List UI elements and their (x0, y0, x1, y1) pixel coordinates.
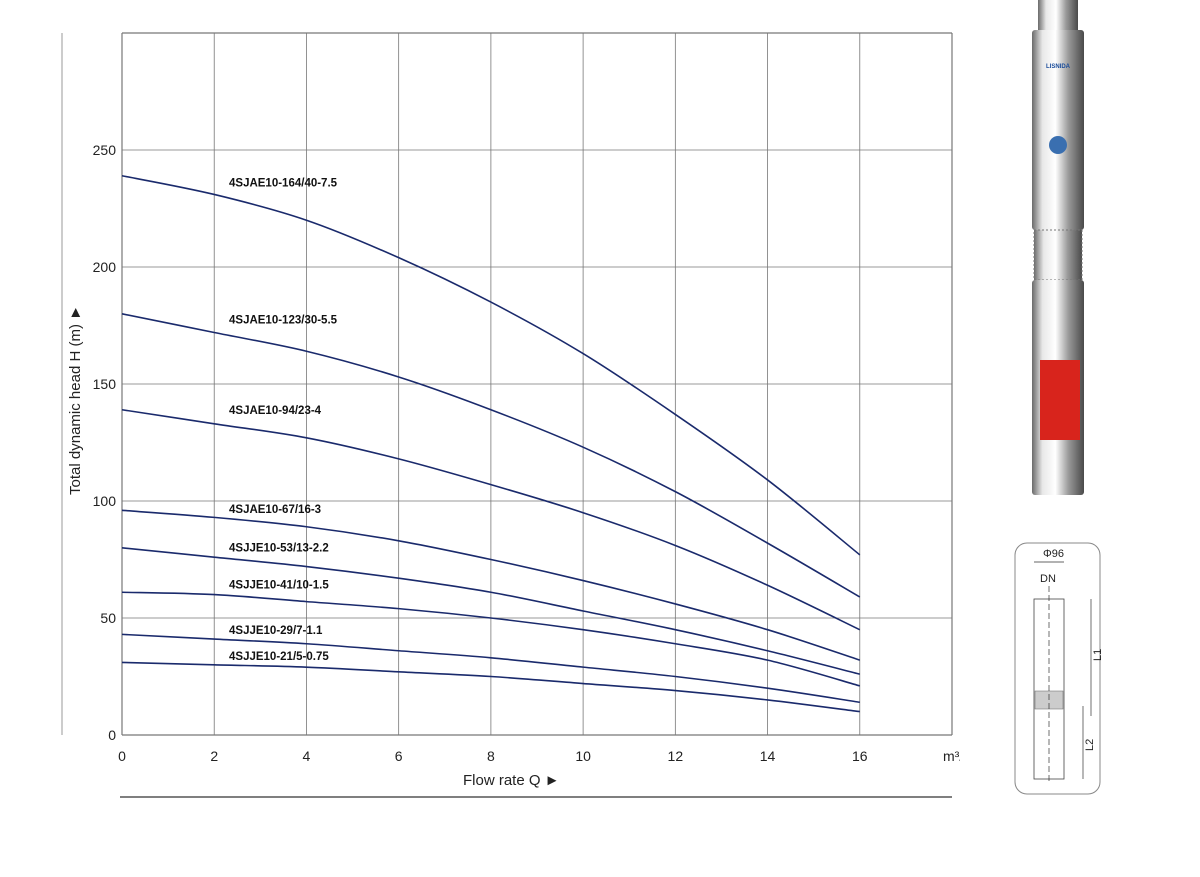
series-label: 4SJAE10-94/23-4 (229, 405, 322, 417)
outlet-label: DN (1040, 573, 1056, 585)
x-axis-title: Flow rate Q ► (463, 772, 560, 789)
series-curve (121, 509, 861, 661)
pump-image: LISNIDA (1032, 0, 1084, 495)
series-curve (121, 408, 861, 631)
y-tick-label: 150 (93, 376, 117, 392)
pump-brand-logo: LISNIDA (1046, 64, 1071, 70)
x-tick-label: 6 (395, 748, 403, 764)
series-label: 4SJAE10-164/40-7.5 (229, 177, 338, 189)
x-tick-label: 14 (760, 748, 776, 764)
series-label: 4SJJE10-41/10-1.5 (229, 580, 329, 592)
series-label: 4SJAE10-67/16-3 (229, 504, 321, 516)
dimension-diagram: Φ96 DN L1 L2 (1014, 542, 1103, 795)
diameter-label: Φ96 (1043, 548, 1064, 560)
tick-labels: 0 2 4 6 8 10 12 14 16 0 50 100 150 200 250 (93, 142, 868, 764)
x-tick-label: 16 (852, 748, 868, 764)
y-axis-title: Total dynamic head H (m) ► (67, 305, 84, 495)
x-tick-label: 4 (303, 748, 311, 764)
y-tick-label: 50 (100, 610, 116, 626)
grid (121, 32, 953, 736)
curves: 4SJAE10-164/40-7.5 4SJAE10-123/30-5.5 4SJA… (121, 174, 861, 713)
series-curve (121, 313, 861, 598)
series-curve (121, 591, 860, 687)
pump-performance-chart: 4SJAE10-164/40-7.5 4SJAE10-123/30-5.5 4SJA… (61, 32, 960, 798)
x-tick-label: 0 (118, 748, 126, 764)
series-curve (121, 633, 860, 704)
y-tick-label: 200 (93, 259, 117, 275)
y-tick-label: 250 (93, 142, 117, 158)
series-label: 4SJJE10-21/5-0.75 (229, 651, 329, 663)
x-tick-label: 10 (575, 748, 591, 764)
x-tick-label: 12 (668, 748, 684, 764)
l2-label: L2 (1084, 739, 1096, 751)
x-tick-label: 8 (487, 748, 495, 764)
series-curve (121, 661, 860, 713)
series-label: 4SJJE10-53/13-2.2 (229, 543, 329, 555)
series-label: 4SJJE10-29/7-1.1 (229, 625, 323, 637)
x-tick-label: 2 (210, 748, 218, 764)
x-unit-label: m³/h (943, 748, 960, 764)
y-tick-label: 100 (93, 493, 117, 509)
series-curve (121, 547, 860, 675)
series-label: 4SJAE10-123/30-5.5 (229, 314, 338, 326)
series-curve (121, 174, 861, 556)
y-tick-label: 0 (108, 727, 116, 743)
l1-label: L1 (1092, 649, 1103, 661)
